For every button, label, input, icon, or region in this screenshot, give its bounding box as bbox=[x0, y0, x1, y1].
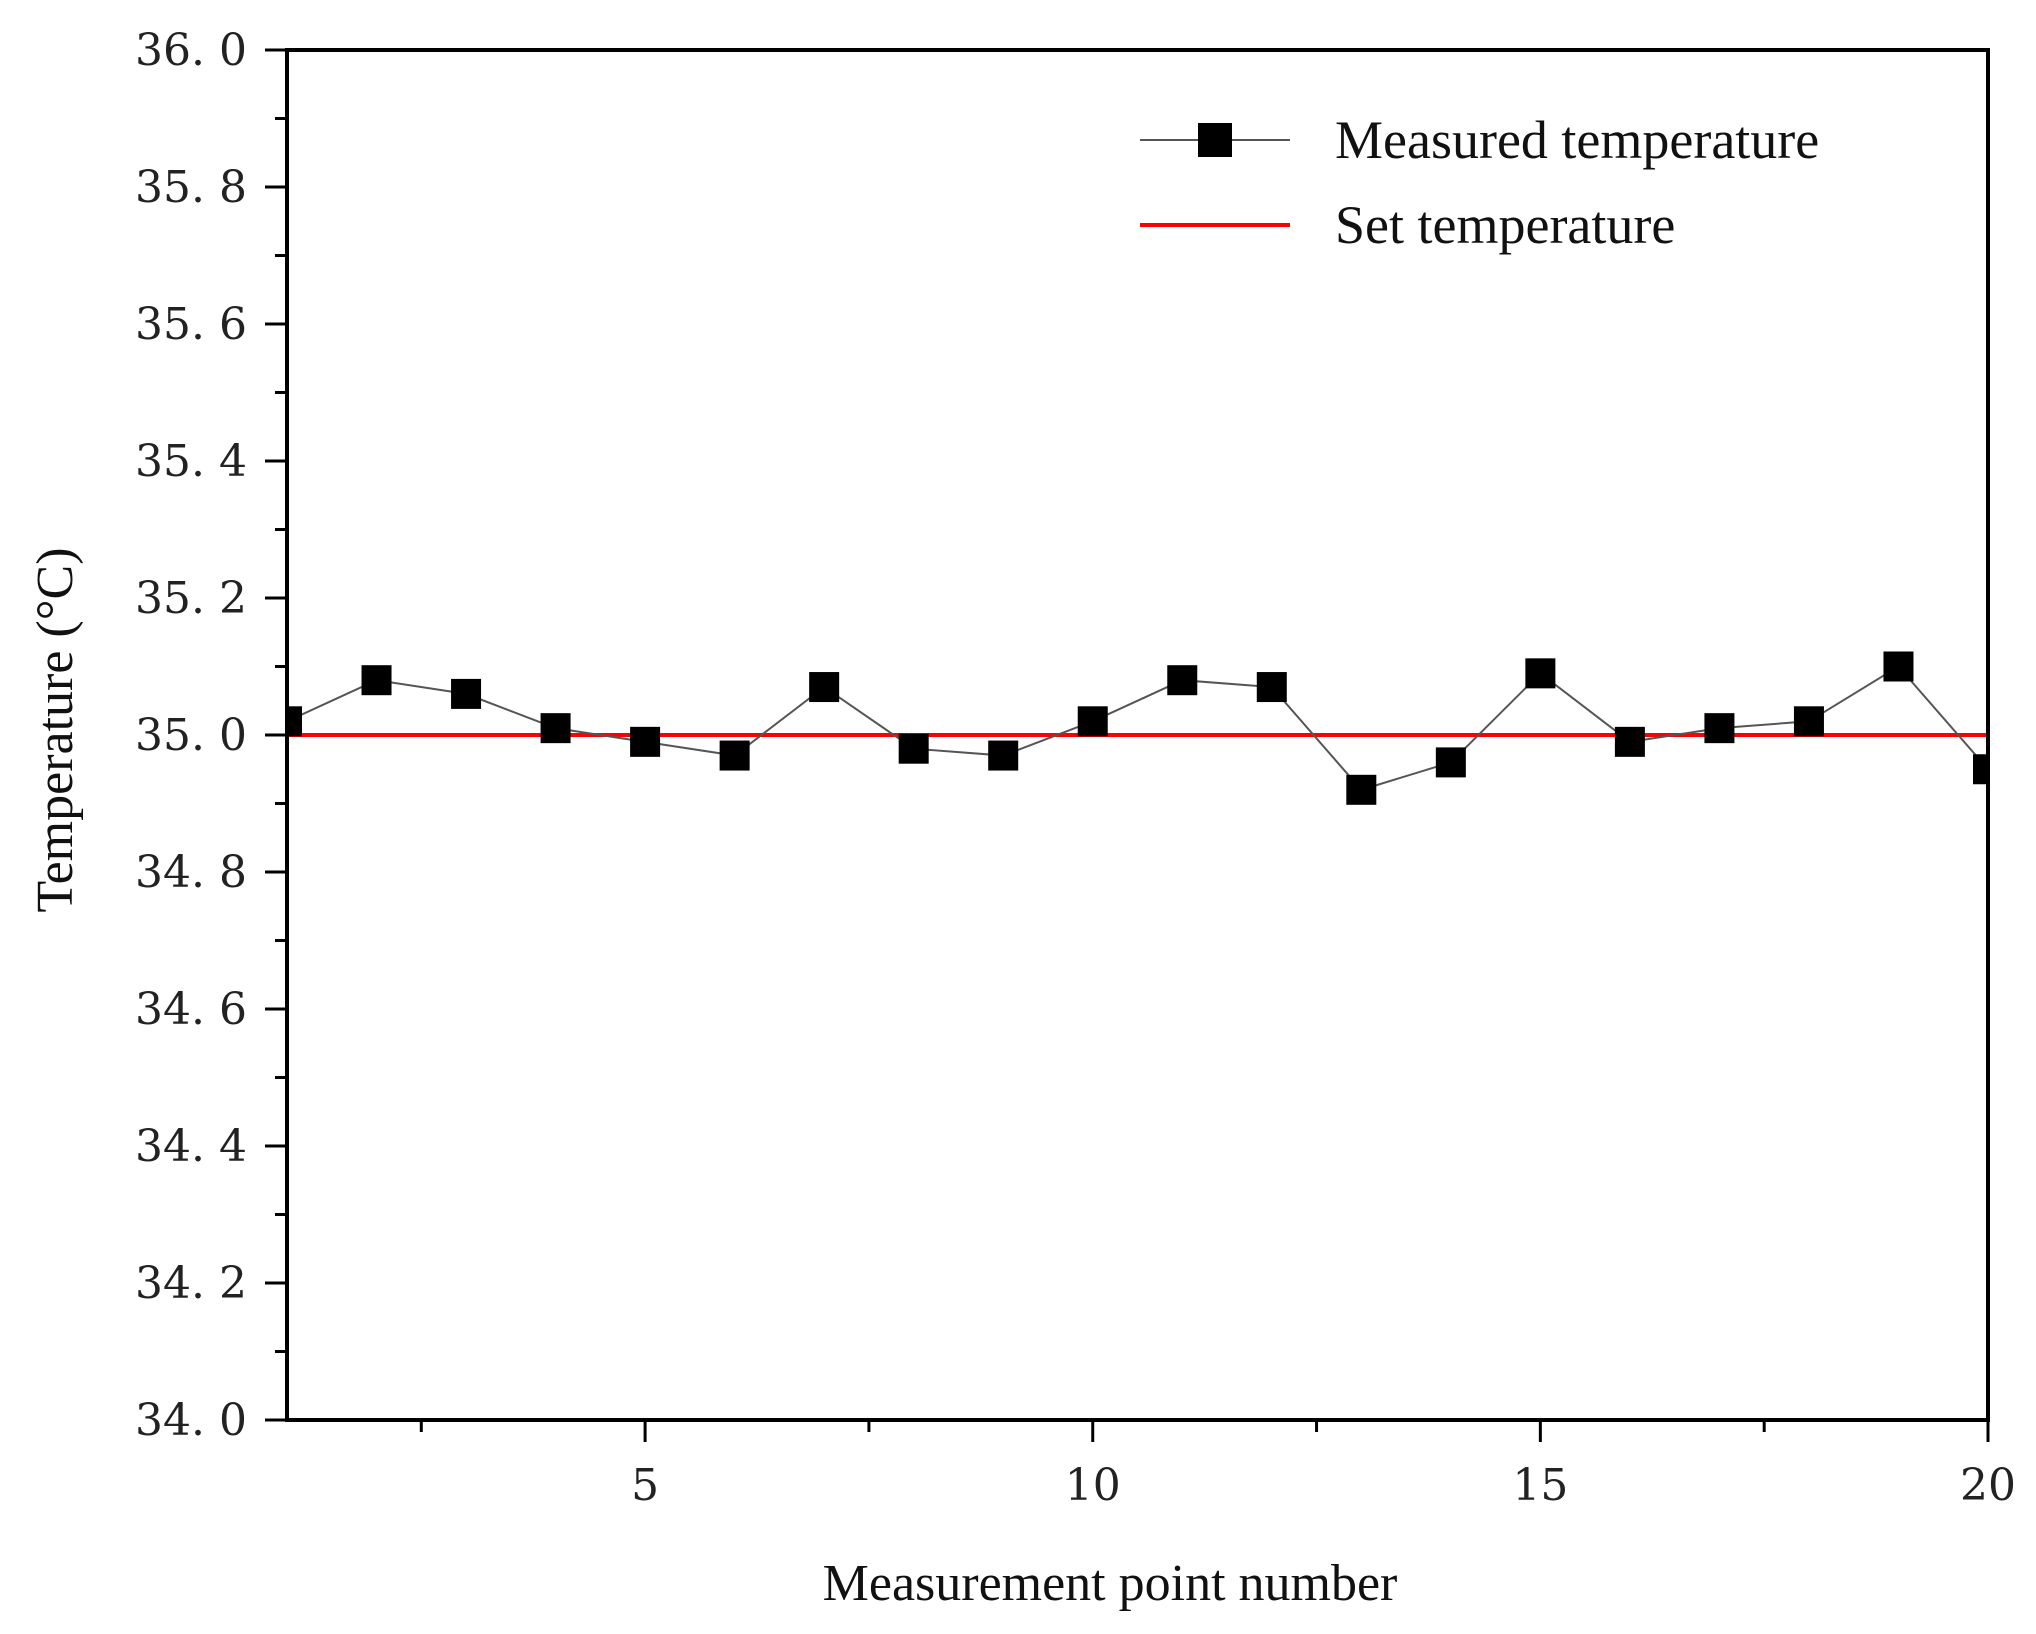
y-tick-label: 34. 0 bbox=[135, 1395, 247, 1446]
measured-temperature-point bbox=[630, 726, 661, 757]
measured-temperature-point bbox=[1793, 706, 1824, 737]
y-axis: 34. 0 34. 2 34. 4 34. 6 34. 8 35. 0 35. 2 35. 4… bbox=[135, 25, 287, 1446]
x-tick-label: 5 bbox=[631, 1460, 659, 1511]
x-tick-label: 10 bbox=[1065, 1460, 1121, 1511]
y-tick-label: 35. 0 bbox=[135, 710, 247, 761]
measured-temperature-point bbox=[988, 740, 1019, 771]
legend-measured-label: Measured temperature bbox=[1335, 110, 1819, 170]
measured-temperature-point bbox=[287, 706, 302, 737]
x-axis-title: Measurement point number bbox=[823, 1555, 1398, 1612]
measured-temperature-point bbox=[719, 740, 750, 771]
legend-measured-marker bbox=[1198, 123, 1232, 157]
legend-set-label: Set temperature bbox=[1335, 195, 1675, 255]
x-axis: 5 10 15 20 bbox=[419, 1420, 2016, 1511]
y-axis-title: Temperature (°C) bbox=[27, 547, 84, 912]
measured-temperature-point bbox=[540, 713, 571, 744]
y-tick-label: 35. 6 bbox=[135, 299, 247, 350]
y-tick-label: 35. 8 bbox=[135, 162, 247, 213]
y-tick-label: 34. 4 bbox=[135, 1121, 247, 1172]
measured-temperature-point bbox=[1346, 774, 1377, 805]
y-tick-label: 34. 2 bbox=[135, 1258, 247, 1309]
y-tick-label: 34. 6 bbox=[135, 984, 247, 1035]
y-tick-label: 35. 2 bbox=[135, 573, 247, 624]
measured-temperature-point bbox=[1704, 713, 1735, 744]
measured-temperature-point bbox=[1435, 747, 1466, 778]
measured-temperature-point bbox=[1883, 651, 1914, 682]
x-tick-label: 20 bbox=[1960, 1460, 2016, 1511]
x-tick-label: 15 bbox=[1512, 1460, 1568, 1511]
measured-temperature-point bbox=[809, 672, 840, 703]
legend: Measured temperature Set temperature bbox=[1140, 110, 1819, 255]
measured-temperature-point bbox=[1525, 658, 1556, 689]
measured-temperature-point bbox=[1973, 754, 1988, 785]
series-layer bbox=[287, 651, 1988, 805]
measured-temperature-point bbox=[898, 733, 929, 764]
plot-frame bbox=[285, 48, 1990, 1422]
measured-temperature-point bbox=[1614, 726, 1645, 757]
y-tick-label: 35. 4 bbox=[135, 436, 247, 487]
measured-temperature-point bbox=[361, 665, 392, 696]
measured-temperature-point bbox=[1256, 672, 1287, 703]
y-tick-label: 34. 8 bbox=[135, 847, 247, 898]
measured-temperature-point bbox=[1077, 706, 1108, 737]
measured-temperature-point bbox=[451, 678, 482, 709]
y-tick-label: 36. 0 bbox=[135, 25, 247, 76]
measured-temperature-point bbox=[1167, 665, 1198, 696]
